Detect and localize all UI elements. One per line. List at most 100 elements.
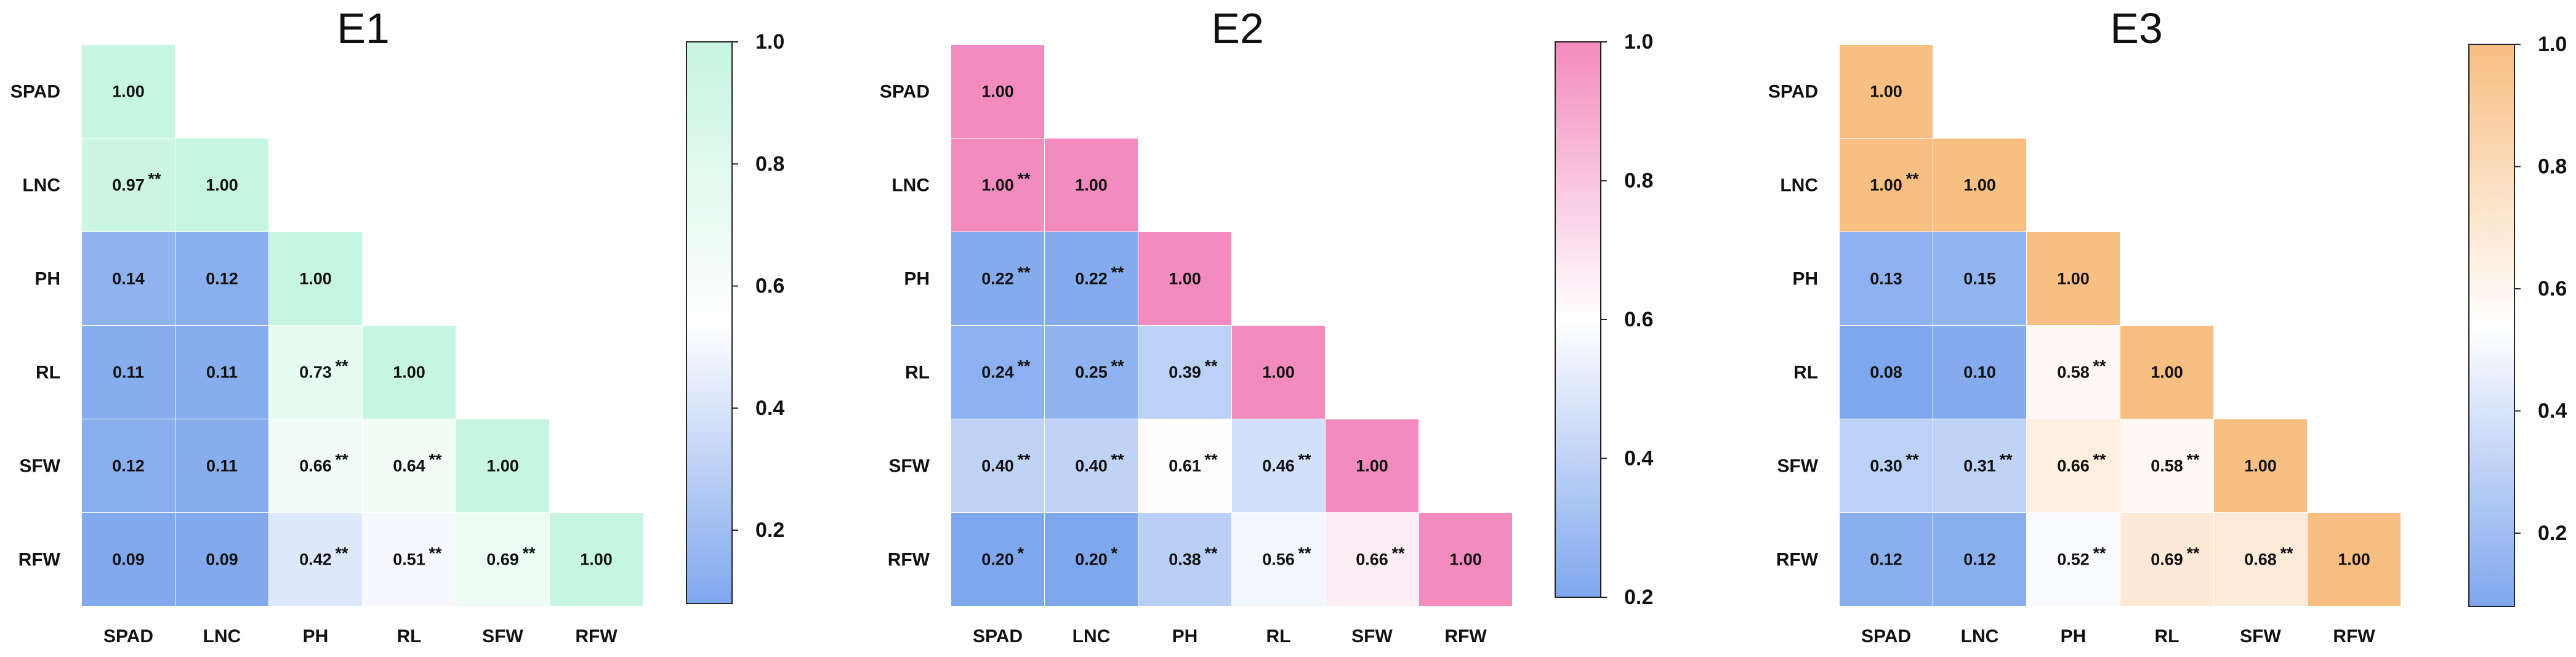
heatmap-cell [1419, 513, 1512, 606]
cell-value-label: 0.24 [981, 363, 1014, 382]
cell-value-label: 0.58 [2151, 457, 2183, 475]
column-label: SPAD [1861, 626, 1911, 647]
cell-value-label: 0.20 [1075, 550, 1108, 569]
heatmap-panel-e1: E11.000.97 ** 1.000.14 0.12 1.000.11 0.11 0.73… [10, 4, 784, 647]
heatmap-cell [951, 326, 1044, 419]
cell-value-label: 1.00 [2057, 270, 2090, 288]
heatmap-panel-e3: E31.001.00 ** 1.000.13 0.15 1.000.08 0.10 0.58… [1768, 4, 2567, 647]
heatmap-cell [82, 45, 175, 138]
cell-value-label: 0.52 [2057, 550, 2090, 569]
cell-value-label: 1.00 [1075, 176, 1108, 195]
heatmap-cell [82, 419, 175, 512]
heatmap-cell [951, 45, 1044, 138]
row-label: RL [36, 363, 60, 383]
column-label: RL [397, 626, 422, 647]
cell-value-label: 0.09 [112, 550, 145, 569]
significance-label: ** [1205, 357, 1218, 376]
significance-label: ** [1205, 451, 1218, 469]
cell-value-label: 1.00 [1870, 176, 1902, 195]
heatmap-cell [82, 326, 175, 419]
heatmap-cell [456, 513, 549, 606]
cell-value-label: 0.61 [1169, 457, 1201, 475]
heatmap-cell [2214, 419, 2307, 512]
significance-label: ** [1111, 264, 1125, 282]
heatmap-cell [2214, 513, 2307, 606]
row-label: RL [1793, 363, 1818, 383]
row-label: LNC [1780, 175, 1818, 196]
cell-value-label: 1.00 [1169, 270, 1201, 288]
row-label: RFW [1776, 550, 1819, 570]
column-label: LNC [203, 626, 241, 647]
cell-value-label: 1.00 [486, 457, 519, 475]
heatmap-cell [1840, 326, 1933, 419]
cell-value-label: 0.12 [206, 270, 238, 288]
heatmap-cell [363, 513, 456, 606]
column-label: SFW [1351, 626, 1393, 647]
colorbar-tick-label: 1.0 [755, 30, 784, 54]
significance-label: ** [2280, 544, 2294, 563]
cell-value-label: 0.56 [1262, 550, 1295, 569]
heatmap-cell [82, 139, 175, 232]
cell-value-label: 0.25 [1075, 363, 1108, 382]
heatmap-cell [1232, 513, 1325, 606]
column-label: RFW [2333, 626, 2375, 647]
significance-label: * [1111, 544, 1118, 563]
cell-value-label: 0.66 [1356, 550, 1388, 569]
cell-value-label: 0.12 [112, 457, 145, 475]
heatmap-cell [1138, 326, 1231, 419]
colorbar-tick-label: 0.2 [755, 518, 784, 542]
heatmap-cell [1933, 139, 2026, 232]
cell-value-label: 0.11 [113, 363, 144, 382]
heatmap-cell [1840, 139, 1933, 232]
cell-value-label: 0.69 [2151, 550, 2183, 569]
row-label: SPAD [1768, 82, 1818, 102]
significance-label: ** [1906, 170, 1920, 188]
heatmap-cell [269, 326, 362, 419]
cell-value-label: 0.12 [1963, 550, 1996, 569]
heatmap-cell [2027, 232, 2120, 325]
column-label: PH [303, 626, 329, 647]
cell-value-label: 0.68 [2244, 550, 2277, 569]
cell-value-label: 1.00 [580, 550, 613, 569]
cell-value-label: 1.00 [1356, 457, 1388, 475]
heatmap-cell [1045, 139, 1138, 232]
heatmap-cell [2027, 419, 2120, 512]
column-label: LNC [1961, 626, 1999, 647]
cell-value-label: 0.22 [981, 270, 1014, 288]
row-label: SPAD [10, 82, 60, 102]
significance-label: ** [1018, 451, 1031, 469]
heatmap-cell [456, 419, 549, 512]
colorbar-tick-label: 0.2 [2538, 522, 2567, 545]
cell-value-label: 1.00 [2244, 457, 2277, 475]
colorbar-tick-label: 0.4 [2538, 399, 2567, 422]
cell-value-label: 0.31 [1963, 457, 1996, 475]
column-label: SPAD [103, 626, 153, 647]
heatmap-cell [2120, 326, 2213, 419]
cell-value-label: 1.00 [112, 83, 145, 101]
heatmap-cell [2308, 513, 2401, 606]
heatmap-cell [1045, 232, 1138, 325]
significance-label: ** [1111, 451, 1125, 469]
colorbar-tick-label: 0.6 [2538, 277, 2567, 300]
heatmap-cell [82, 513, 175, 606]
cell-value-label: 1.00 [1449, 550, 1482, 569]
cell-value-label: 1.00 [1870, 83, 1902, 101]
heatmap-cell [175, 513, 268, 606]
significance-label: ** [2093, 357, 2107, 376]
row-label: SPAD [880, 82, 930, 102]
heatmap-cell [1840, 232, 1933, 325]
row-label: LNC [892, 175, 930, 196]
column-label: RL [1266, 626, 1291, 647]
heatmap-cell [1138, 232, 1231, 325]
cell-value-label: 0.58 [2057, 363, 2090, 382]
row-label: PH [1792, 269, 1818, 289]
cell-value-label: 0.20 [981, 550, 1014, 569]
significance-label: ** [336, 357, 349, 376]
heatmap-cell [1933, 513, 2026, 606]
cell-value-label: 0.22 [1075, 270, 1108, 288]
row-label: PH [904, 269, 930, 289]
column-label: RFW [575, 626, 618, 647]
cell-value-label: 0.15 [1963, 270, 1996, 288]
heatmap-cell [951, 513, 1044, 606]
